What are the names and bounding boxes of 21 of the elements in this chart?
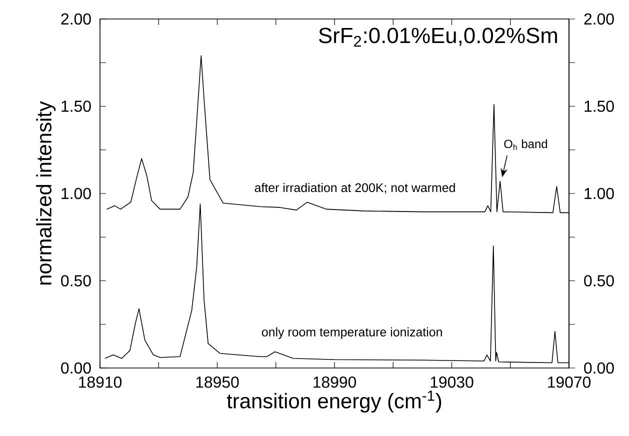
annotation: only room temperature ionization [262, 327, 442, 339]
y-tick-label: 2.00 [61, 13, 91, 25]
annotation: O$_{h}$ band [504, 139, 548, 150]
y-tick-label: 0.50 [61, 275, 91, 286]
x-tick-label: 18990 [314, 376, 356, 388]
x-tick-label: 19070 [548, 376, 591, 388]
y2-tick-label: 0.00 [584, 362, 614, 374]
y2-tick-label: 1.00 [584, 188, 614, 200]
x-tick-label: 18910 [79, 376, 122, 388]
y2-tick-label: 1.50 [584, 100, 614, 112]
annotation: after irradiation at 200K; not warmed [254, 182, 455, 194]
x-tick-label: 18950 [196, 376, 239, 388]
x-tick-label: 19030 [430, 376, 474, 388]
y-tick-label: 0.00 [61, 362, 91, 374]
y-tick-label: 1.00 [62, 188, 91, 200]
chart-title: SrF$_{2}$:0.01%Eu,0.02%Sm [318, 28, 557, 47]
x-axis-title: transition energy (cm$^{-1}$) [226, 390, 442, 413]
y-tick-label: 1.50 [62, 100, 91, 112]
y2-tick-label: 0.50 [584, 275, 614, 286]
y2-tick-label: 2.00 [584, 13, 614, 25]
y-axis-title: normalized intensity [36, 101, 56, 285]
